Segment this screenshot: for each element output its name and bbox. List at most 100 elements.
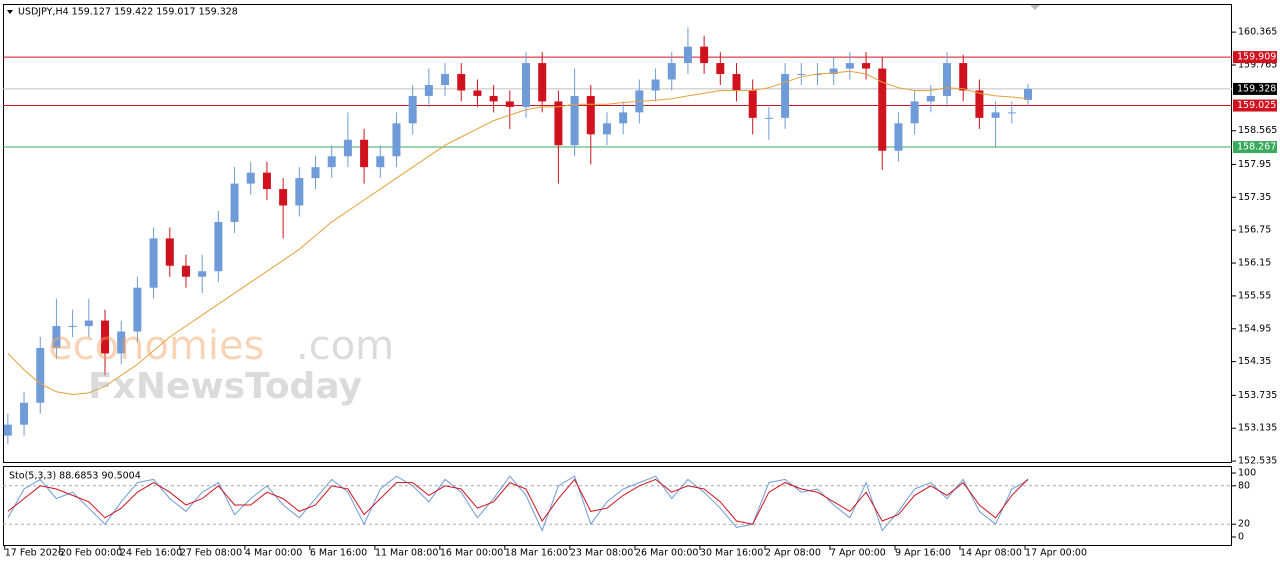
candle-body [700, 46, 709, 64]
candle-body [651, 79, 660, 91]
candle-body [262, 172, 271, 190]
candle-body [424, 84, 433, 96]
candle-body [829, 68, 838, 75]
candle-body [457, 74, 466, 91]
candle-body [133, 287, 142, 332]
y-tick-label: 20 [1238, 519, 1250, 530]
candle-body [1007, 112, 1016, 114]
candle-body [392, 123, 401, 157]
y-tick-label: 80 [1238, 480, 1250, 491]
level-label: 158.267 [1237, 142, 1276, 153]
level-label-box [1233, 51, 1277, 64]
x-tick-label: 20 Feb 00:00 [60, 548, 122, 559]
candle-body [20, 402, 29, 425]
candle-body [991, 112, 1000, 118]
x-tick-label: 7 Apr 00:00 [830, 548, 886, 559]
x-tick-label: 30 Mar 16:00 [700, 548, 763, 559]
x-tick-label: 11 Mar 08:00 [375, 548, 438, 559]
y-tick-label: 156.75 [1238, 225, 1271, 236]
candle-body [586, 95, 595, 135]
candle-body [3, 424, 12, 436]
candle-body [246, 172, 255, 184]
candle-body [570, 95, 579, 146]
indicator-title: Sto(5,3,3) 88.6853 90.5004 [9, 471, 141, 482]
x-tick-label: 14 Apr 08:00 [960, 548, 1022, 559]
candle-body [165, 238, 174, 266]
candle-body [716, 63, 725, 75]
candle-body [68, 326, 77, 328]
menu-arrow[interactable] [7, 10, 13, 14]
stochastic-line [7, 478, 1029, 525]
y-tick-label: 159.765 [1238, 59, 1277, 70]
candle-body [862, 63, 871, 69]
y-tick-label: 157.35 [1238, 192, 1271, 203]
watermark-brand: economies [48, 323, 264, 369]
price-panel [3, 4, 1232, 463]
candle-body [214, 221, 223, 272]
candle-body [943, 63, 952, 96]
candle-body [764, 117, 773, 119]
y-tick-label: 154.35 [1238, 356, 1271, 367]
candle-body [554, 101, 563, 146]
y-tick-label: 160.365 [1238, 27, 1277, 38]
candle-body [926, 95, 935, 102]
candle-body [52, 326, 61, 348]
y-tick-label: 0 [1238, 532, 1244, 543]
candle-body [181, 265, 190, 277]
candle-body [327, 156, 336, 168]
y-tick-label: 157.95 [1238, 159, 1271, 170]
candle-body [473, 90, 482, 96]
candle-body [813, 74, 822, 76]
x-tick-label: 2 Apr 08:00 [765, 548, 821, 559]
y-tick-label: 100 [1238, 468, 1256, 479]
watermark-suffix: .com [296, 323, 394, 369]
x-tick-label: 4 Mar 00:00 [245, 548, 302, 559]
candle-body [1023, 88, 1032, 100]
level-label: 159.025 [1237, 100, 1276, 111]
candle-body [376, 156, 385, 168]
candle-body [279, 189, 288, 206]
x-tick-label: 23 Mar 08:00 [570, 548, 633, 559]
last-price-box [1233, 82, 1277, 95]
candle-body [975, 90, 984, 118]
y-tick-label: 158.565 [1238, 125, 1277, 136]
x-tick-label: 17 Feb 2026 [5, 548, 64, 559]
candle-body [101, 320, 110, 354]
x-tick-label: 9 Apr 16:00 [895, 548, 951, 559]
level-label-box [1233, 99, 1277, 112]
x-tick-label: 16 Mar 00:00 [440, 548, 503, 559]
candle-body [732, 74, 741, 91]
candle-body [311, 167, 320, 179]
candle-body [441, 74, 450, 85]
x-tick-label: 18 Mar 16:00 [505, 548, 568, 559]
stochastic-panel [3, 466, 1232, 546]
candle-body [505, 101, 514, 107]
y-tick-label: 153.135 [1238, 423, 1277, 434]
candle-body [781, 74, 790, 118]
candle-body [878, 68, 887, 151]
candle-body [667, 63, 676, 80]
candle-body [408, 95, 417, 124]
y-tick-label: 152.535 [1238, 456, 1277, 467]
candle-body [522, 63, 531, 107]
moving-average [7, 70, 1029, 396]
last-price-label: 159.328 [1237, 83, 1276, 94]
level-label: 159.909 [1237, 52, 1276, 63]
x-tick-label: 6 Mar 16:00 [310, 548, 367, 559]
x-tick-label: 26 Mar 00:00 [635, 548, 698, 559]
candle-body [683, 46, 692, 64]
candle-body [117, 331, 126, 354]
watermark-brand2: FxNewsToday [88, 366, 362, 407]
candle-body [619, 112, 628, 124]
y-tick-label: 156.15 [1238, 258, 1271, 269]
candle-body [343, 139, 352, 157]
y-tick-label: 155.55 [1238, 290, 1271, 301]
y-tick-label: 154.95 [1238, 323, 1271, 334]
shift-marker [1030, 5, 1040, 10]
candle-body [748, 90, 757, 118]
candle-body [36, 347, 45, 403]
watermark: economies .com FxNewsToday [48, 323, 394, 407]
candle-body [797, 74, 806, 76]
